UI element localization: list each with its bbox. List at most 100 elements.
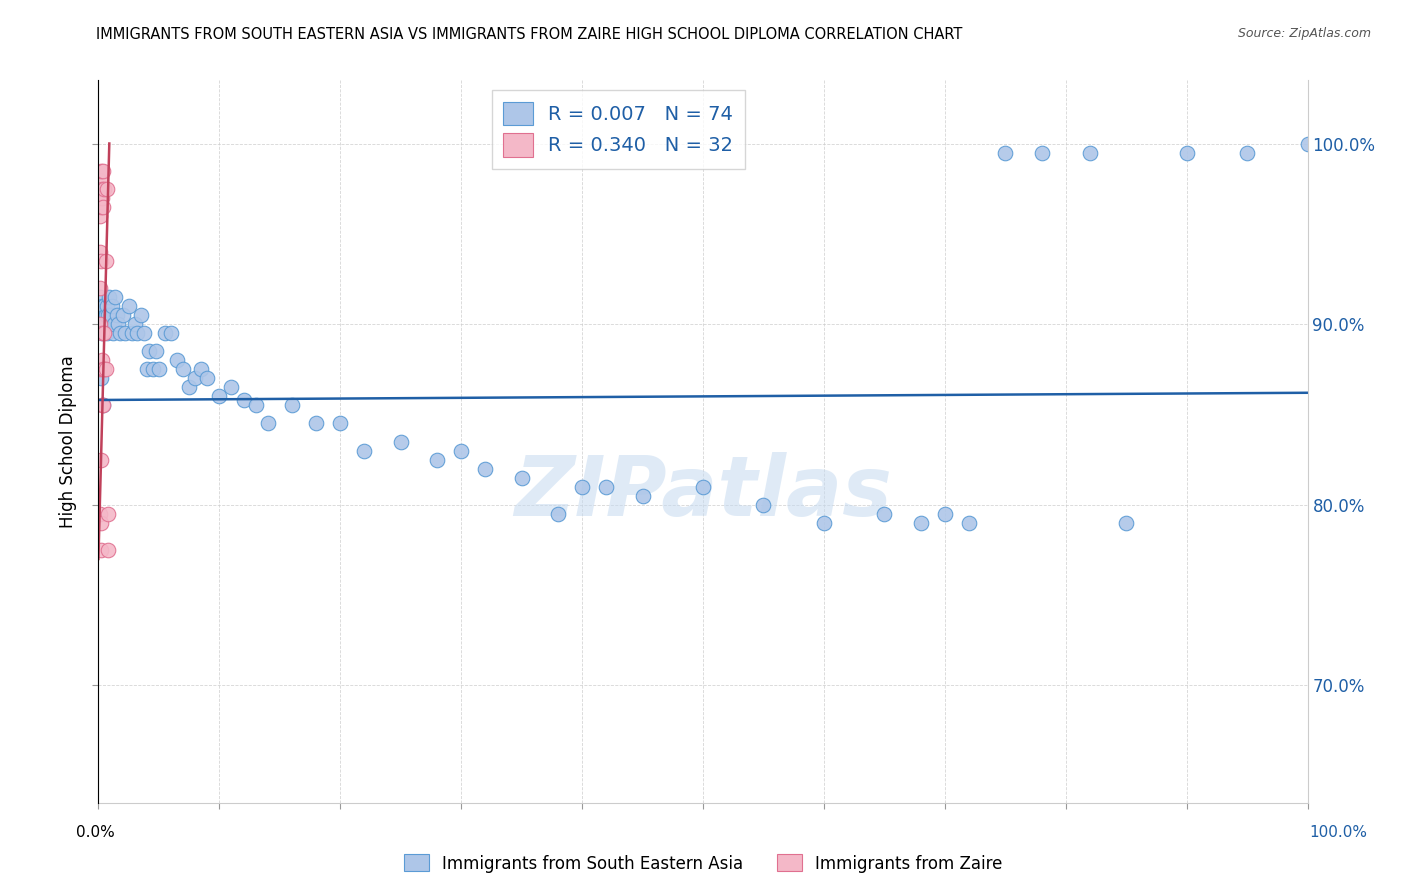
- Point: [91, 398, 114, 412]
- Point: [121, 326, 143, 340]
- Point: [145, 344, 167, 359]
- Point: [134, 326, 156, 340]
- Point: [89, 290, 111, 304]
- Point: [91, 326, 114, 340]
- Point: [118, 299, 141, 313]
- Point: [91, 353, 114, 368]
- Point: [89, 244, 111, 259]
- Point: [957, 516, 980, 530]
- Point: [89, 172, 111, 186]
- Point: [96, 181, 118, 195]
- Point: [100, 308, 122, 322]
- Point: [571, 480, 593, 494]
- Point: [90, 452, 112, 467]
- Point: [93, 299, 115, 313]
- Point: [190, 362, 212, 376]
- Point: [91, 200, 114, 214]
- Point: [994, 145, 1017, 160]
- Point: [90, 253, 112, 268]
- Point: [90, 371, 112, 385]
- Point: [184, 371, 207, 385]
- Point: [111, 308, 134, 322]
- Point: [90, 308, 112, 322]
- Point: [873, 507, 896, 521]
- Text: 0.0%: 0.0%: [76, 825, 115, 840]
- Point: [138, 344, 160, 359]
- Point: [97, 507, 120, 521]
- Point: [595, 480, 617, 494]
- Point: [108, 326, 131, 340]
- Point: [142, 362, 165, 376]
- Point: [221, 380, 243, 394]
- Point: [208, 389, 231, 403]
- Point: [245, 398, 267, 412]
- Point: [172, 362, 194, 376]
- Point: [813, 516, 835, 530]
- Point: [89, 209, 111, 223]
- Point: [353, 443, 375, 458]
- Point: [91, 362, 114, 376]
- Point: [547, 507, 569, 521]
- Point: [97, 308, 120, 322]
- Point: [631, 489, 654, 503]
- Point: [89, 362, 111, 376]
- Point: [101, 326, 124, 340]
- Point: [1296, 136, 1319, 151]
- Point: [91, 191, 114, 205]
- Point: [91, 398, 114, 412]
- Text: IMMIGRANTS FROM SOUTH EASTERN ASIA VS IMMIGRANTS FROM ZAIRE HIGH SCHOOL DIPLOMA : IMMIGRANTS FROM SOUTH EASTERN ASIA VS IM…: [96, 27, 962, 42]
- Point: [91, 181, 114, 195]
- Point: [94, 308, 117, 322]
- Point: [153, 326, 176, 340]
- Point: [692, 480, 714, 494]
- Point: [103, 317, 125, 331]
- Point: [129, 308, 152, 322]
- Point: [90, 516, 112, 530]
- Point: [305, 417, 328, 431]
- Point: [910, 516, 932, 530]
- Point: [135, 362, 157, 376]
- Legend: R = 0.007   N = 74, R = 0.340   N = 32: R = 0.007 N = 74, R = 0.340 N = 32: [492, 90, 745, 169]
- Point: [96, 299, 118, 313]
- Point: [94, 362, 117, 376]
- Point: [89, 507, 111, 521]
- Point: [160, 326, 183, 340]
- Text: Source: ZipAtlas.com: Source: ZipAtlas.com: [1237, 27, 1371, 40]
- Legend: Immigrants from South Eastern Asia, Immigrants from Zaire: Immigrants from South Eastern Asia, Immi…: [396, 847, 1010, 880]
- Point: [89, 191, 111, 205]
- Point: [474, 461, 496, 475]
- Point: [329, 417, 352, 431]
- Point: [1236, 145, 1258, 160]
- Point: [93, 326, 115, 340]
- Point: [93, 181, 115, 195]
- Text: ZIPatlas: ZIPatlas: [515, 451, 891, 533]
- Point: [232, 392, 254, 407]
- Point: [450, 443, 472, 458]
- Point: [93, 362, 115, 376]
- Point: [91, 299, 114, 313]
- Text: 100.0%: 100.0%: [1309, 825, 1368, 840]
- Point: [91, 398, 114, 412]
- Point: [91, 326, 114, 340]
- Point: [127, 326, 149, 340]
- Point: [89, 317, 111, 331]
- Point: [510, 470, 533, 484]
- Point: [90, 200, 112, 214]
- Point: [97, 542, 120, 557]
- Point: [426, 452, 449, 467]
- Point: [1031, 145, 1053, 160]
- Point: [389, 434, 412, 449]
- Point: [934, 507, 956, 521]
- Point: [107, 317, 129, 331]
- Point: [752, 498, 775, 512]
- Point: [179, 380, 201, 394]
- Point: [90, 191, 112, 205]
- Point: [90, 163, 112, 178]
- Point: [98, 290, 121, 304]
- Point: [89, 281, 111, 295]
- Point: [90, 542, 112, 557]
- Point: [104, 290, 127, 304]
- Point: [91, 317, 114, 331]
- Point: [100, 299, 122, 313]
- Point: [91, 163, 114, 178]
